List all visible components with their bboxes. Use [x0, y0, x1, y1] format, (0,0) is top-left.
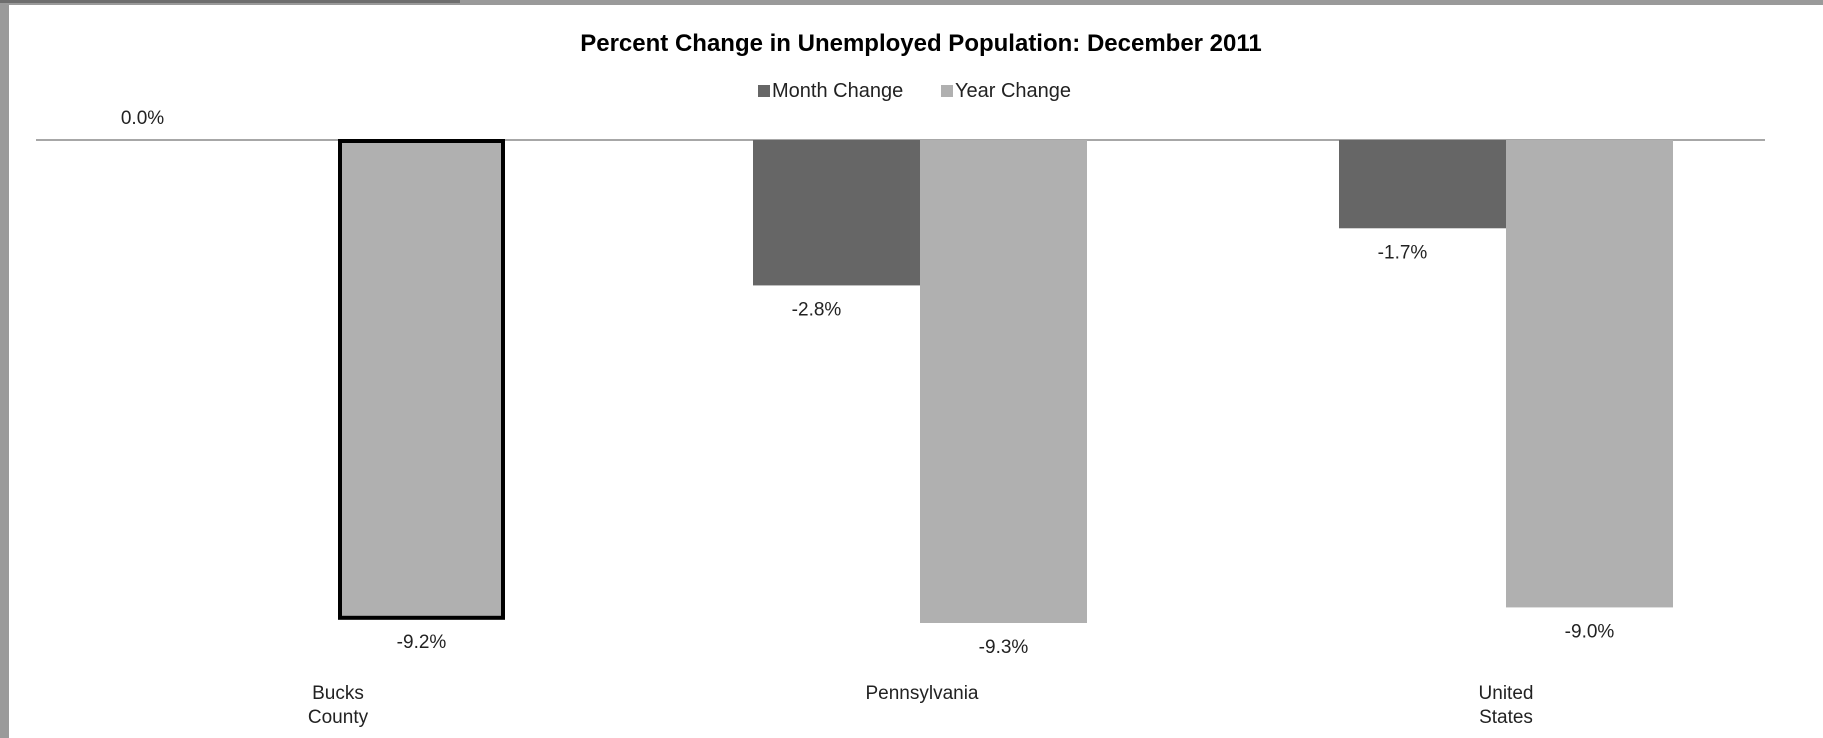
category-label-0-line-0: Bucks: [312, 683, 364, 704]
window-frame-top: [9, 0, 1823, 5]
legend-label-year: Year Change: [955, 80, 1071, 102]
bar-year-1: [920, 140, 1087, 623]
bar-month-1: [753, 140, 920, 286]
category-label-2-line-1: States: [1479, 707, 1533, 728]
legend-label-month: Month Change: [772, 80, 903, 102]
bar-year-2: [1506, 140, 1673, 608]
bar-year-0: [338, 139, 505, 620]
data-label-year-2: -9.0%: [1565, 621, 1615, 642]
data-label-year-1: -9.3%: [979, 637, 1029, 658]
legend-swatch-year: [941, 85, 953, 97]
data-label-month-0: 0.0%: [121, 108, 164, 129]
bars-group: [338, 139, 1673, 623]
bar-chart: Percent Change in Unemployed Population:…: [36, 30, 1765, 728]
chart-legend: Month Change Year Change: [758, 80, 1071, 102]
category-label-2-line-0: United: [1479, 683, 1534, 704]
window-frame-left: [0, 0, 9, 738]
chart-area: Percent Change in Unemployed Population:…: [9, 5, 1823, 738]
category-label-1-line-0: Pennsylvania: [865, 683, 978, 704]
chart-title: Percent Change in Unemployed Population:…: [580, 30, 1262, 57]
data-label-month-1: -2.8%: [792, 299, 842, 320]
data-labels-group: 0.0% -2.8% -1.7% -9.2% -9.3% -9.0%: [121, 108, 1615, 658]
bar-month-2: [1339, 140, 1506, 229]
category-labels-group: Bucks County Pennsylvania United States: [308, 683, 1534, 728]
category-label-0-line-1: County: [308, 707, 369, 728]
window-tab-edge: [0, 0, 460, 3]
data-label-month-2: -1.7%: [1378, 242, 1428, 263]
legend-swatch-month: [758, 85, 770, 97]
data-label-year-0: -9.2%: [397, 632, 447, 653]
